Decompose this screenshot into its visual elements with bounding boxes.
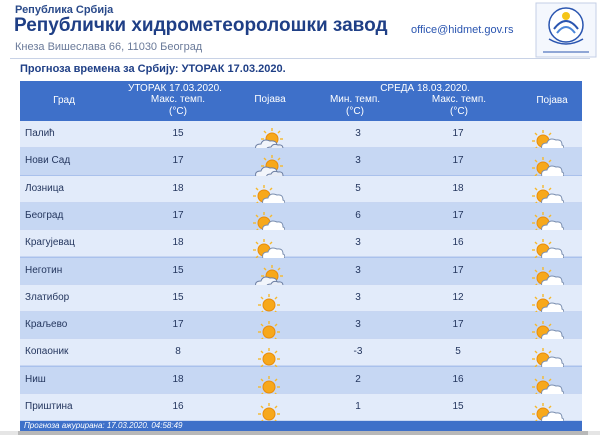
sun-cloud-icon — [253, 237, 286, 263]
max-temp-day2: 5 — [455, 346, 461, 358]
sun-cloud-icon — [532, 183, 565, 209]
max-temp-day1: 18 — [172, 373, 184, 385]
max-temp-day2: 18 — [452, 182, 464, 194]
header-day2-max: Макс. темп. — [431, 94, 487, 105]
max-temp-day2: 17 — [452, 128, 464, 139]
table-row: Приштина 16 1 15 — [20, 394, 582, 425]
max-temp-day1: 17 — [172, 319, 184, 331]
city-name: Краљево — [25, 319, 68, 331]
update-timestamp: Прогноза ажурирана: 17.03.2020. 04:58:49 — [24, 421, 183, 430]
supertitle: Република Србија — [15, 4, 114, 16]
header-day2-phenomenon: Појава — [536, 95, 568, 106]
forecast-title: Прогноза времена за Србију: УТОРАК 17.03… — [20, 63, 286, 75]
header-day1: УТОРАК 17.03.2020. — [128, 83, 222, 94]
sun-cloud-icon — [532, 265, 565, 291]
rhmz-logo-icon[interactable] — [535, 2, 597, 58]
city-name: Нови Сад — [25, 155, 71, 167]
min-temp-day2: 3 — [355, 291, 361, 303]
sun-icon — [253, 401, 285, 427]
min-temp-day2: 3 — [355, 319, 361, 331]
min-temp-day2: 6 — [355, 209, 361, 221]
max-temp-day1: 18 — [172, 237, 184, 249]
max-temp-day1: 15 — [172, 128, 184, 139]
table-row: Златибор 15 3 12 — [20, 284, 582, 316]
table-row: Палић 15 3 17 — [20, 121, 582, 153]
max-temp-day1: 17 — [172, 155, 184, 167]
max-temp-day2: 16 — [452, 373, 464, 385]
min-temp-day2: 3 — [355, 264, 361, 276]
header-day1-unit: (°C) — [169, 106, 187, 117]
sun-cloud-icon — [532, 128, 565, 154]
max-temp-day2: 12 — [452, 291, 464, 303]
max-temp-day2: 17 — [452, 319, 464, 331]
table-row: Краљево 17 3 17 — [20, 312, 582, 344]
header-city: Град — [53, 95, 75, 106]
table-row: Ниш 18 2 16 — [20, 366, 582, 398]
max-temp-day1: 18 — [172, 182, 184, 194]
max-temp-day1: 16 — [172, 401, 184, 412]
table-header: Град УТОРАК 17.03.2020. Макс. темп. (°C)… — [20, 81, 582, 121]
table-row: Крагујевац 18 3 16 — [20, 230, 582, 262]
scrollbar-thumb[interactable] — [18, 431, 588, 435]
sun-cloud-icon — [253, 210, 286, 236]
max-temp-day2: 17 — [452, 209, 464, 221]
update-footer: Прогноза ажурирана: 17.03.2020. 04:58:49 — [20, 421, 582, 431]
min-temp-day2: 3 — [355, 128, 361, 139]
city-name: Златибор — [25, 291, 70, 303]
city-name: Лозница — [25, 182, 64, 194]
max-temp-day1: 15 — [172, 291, 184, 303]
table-row: Београд 17 6 17 — [20, 202, 582, 234]
city-name: Приштина — [25, 401, 73, 412]
max-temp-day1: 15 — [172, 264, 184, 276]
min-temp-day2: 3 — [355, 237, 361, 249]
header-day2: СРЕДА 18.03.2020. — [380, 83, 470, 94]
max-temp-day2: 15 — [452, 401, 464, 412]
organization-title: Републички хидрометеоролошки завод — [14, 15, 388, 36]
city-name: Београд — [25, 209, 64, 221]
min-temp-day2: 1 — [355, 401, 361, 412]
max-temp-day2: 17 — [452, 264, 464, 276]
max-temp-day2: 16 — [452, 237, 464, 249]
min-temp-day2: 5 — [355, 182, 361, 194]
sun-cloud-icon — [532, 155, 565, 181]
sun-icon — [253, 374, 285, 400]
header-day2-min: Мин. темп. — [329, 94, 381, 105]
horizontal-scrollbar[interactable] — [0, 431, 600, 435]
table-row: Неготин 15 3 17 — [20, 257, 582, 289]
table-row: Нови Сад 17 3 17 — [20, 148, 582, 180]
header-day1-max: Макс. темп. — [150, 94, 206, 105]
page-header: Република Србија Републички хидрометеоро… — [0, 0, 600, 58]
city-name: Неготин — [25, 264, 63, 276]
table-row: Лозница 18 5 18 — [20, 175, 582, 207]
sun-cloud-icon — [532, 210, 565, 236]
header-day1-phenomenon: Појава — [254, 94, 286, 105]
header-divider — [10, 58, 590, 59]
header-day2-max-unit: (°C) — [450, 106, 468, 117]
forecast-table: Град УТОРАК 17.03.2020. Макс. темп. (°C)… — [20, 81, 582, 425]
min-temp-day2: 2 — [355, 373, 361, 385]
city-name: Палић — [25, 128, 55, 139]
city-name: Ниш — [25, 373, 46, 385]
max-temp-day1: 8 — [175, 346, 181, 358]
address: Кнеза Вишеслава 66, 11030 Београд — [15, 41, 203, 53]
sun-cloud-icon — [532, 401, 565, 427]
city-name: Крагујевац — [25, 237, 75, 249]
header-day2-min-unit: (°C) — [346, 106, 364, 117]
table-row: Копаоник 8 -3 5 — [20, 339, 582, 371]
max-temp-day2: 17 — [452, 155, 464, 167]
sun-icon — [253, 346, 285, 372]
max-temp-day1: 17 — [172, 209, 184, 221]
email-link[interactable]: office@hidmet.gov.rs — [411, 24, 514, 36]
city-name: Копаоник — [25, 346, 69, 358]
min-temp-day2: 3 — [355, 155, 361, 167]
sun-cloud-icon — [532, 292, 565, 318]
min-temp-day2: -3 — [353, 346, 363, 358]
